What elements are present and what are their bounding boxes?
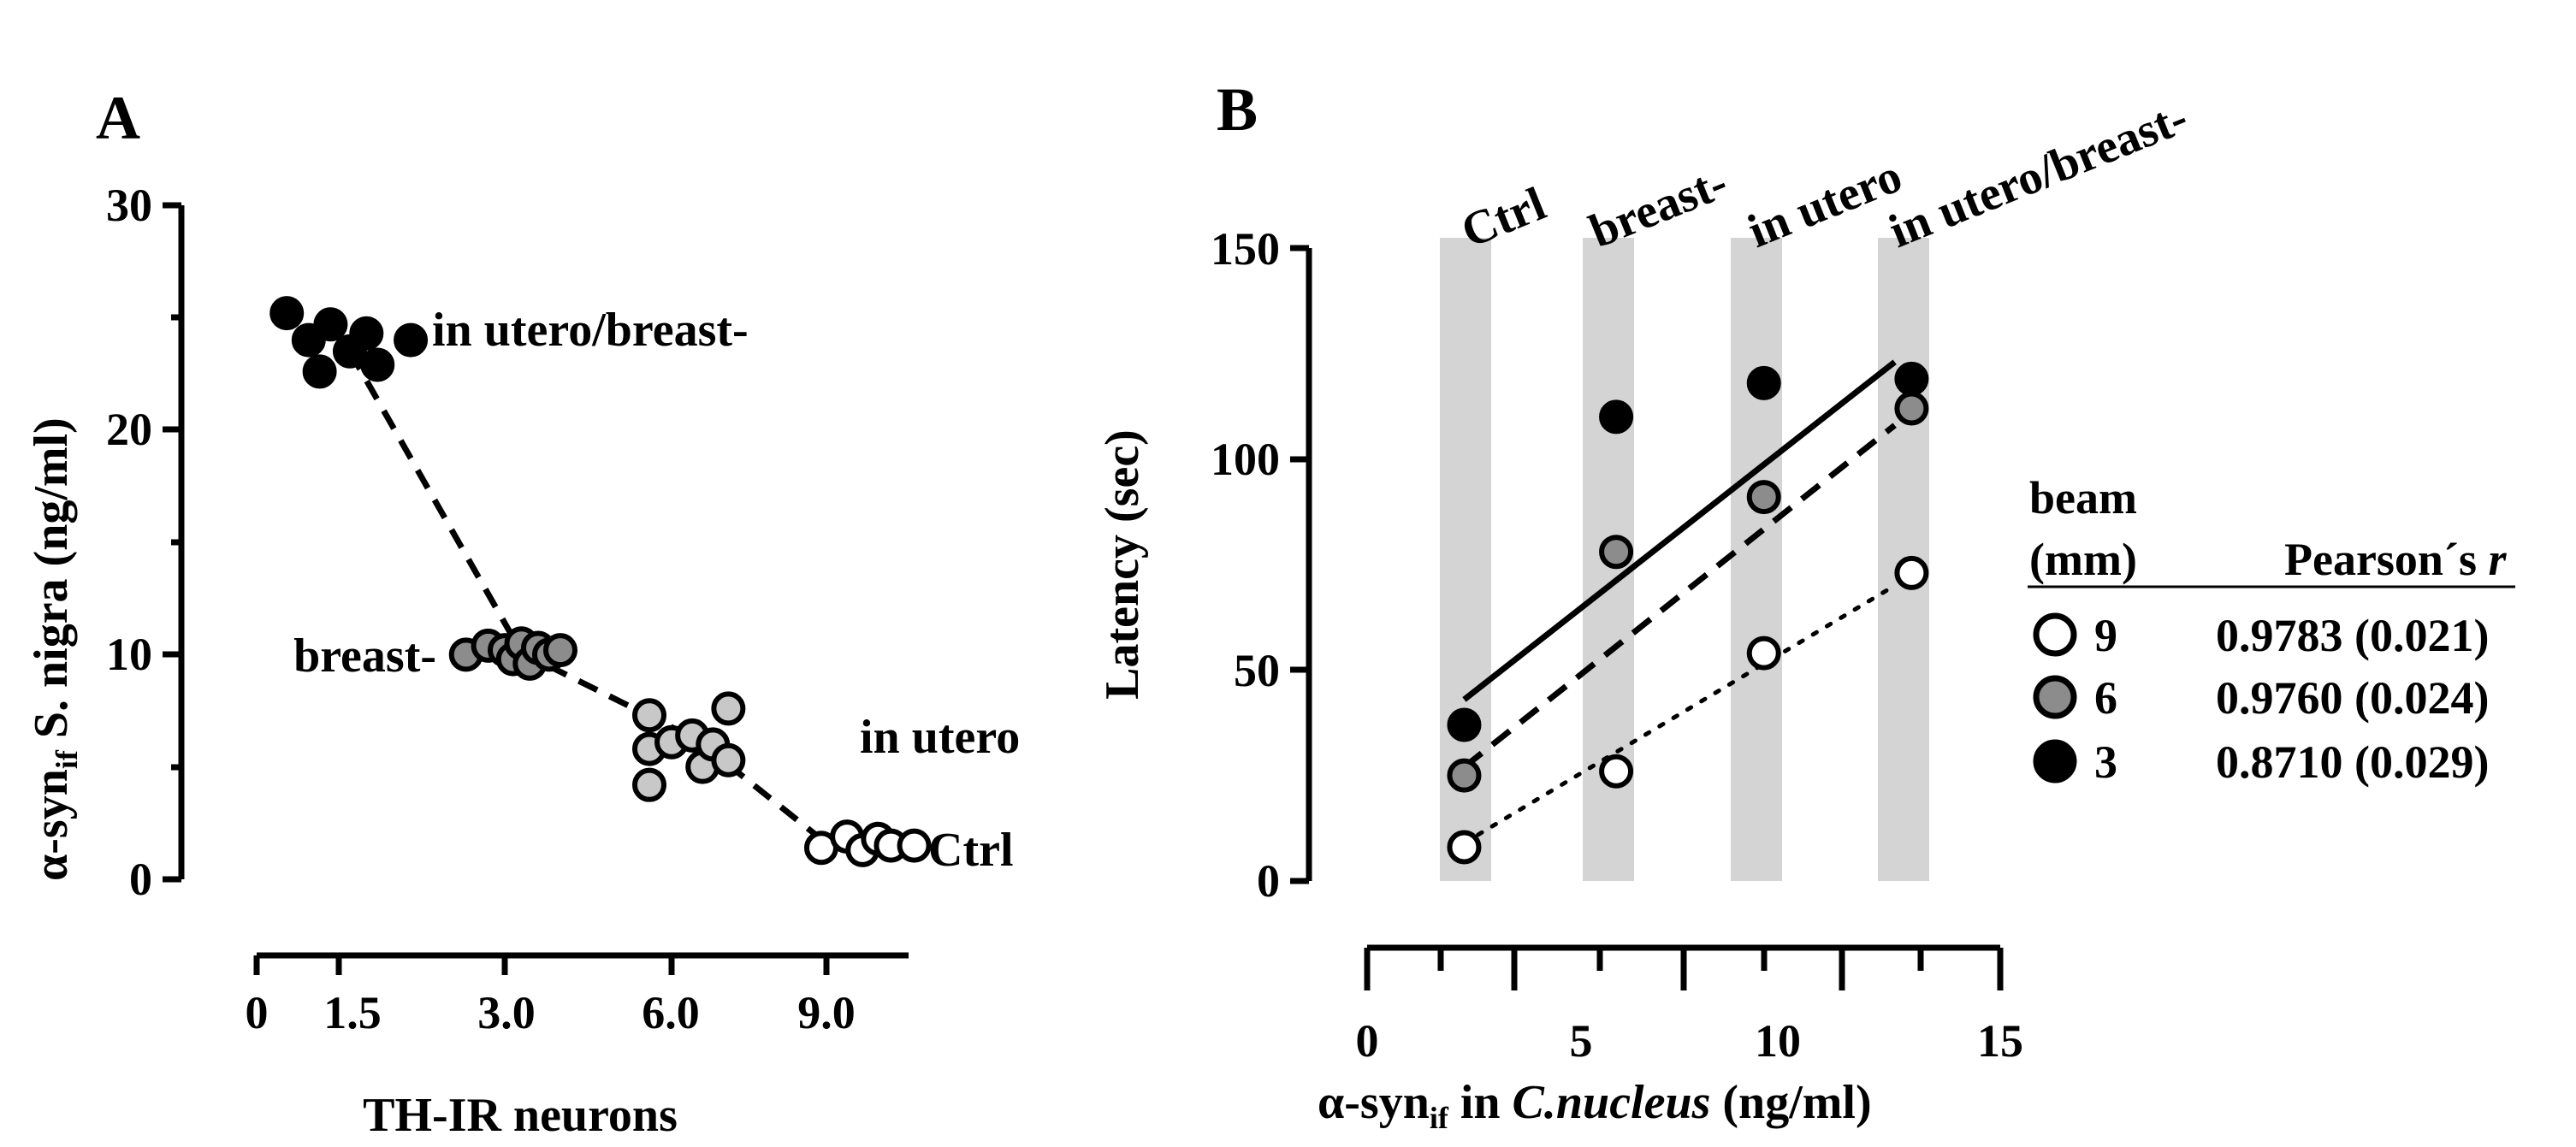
data-point-in-utero [632, 698, 666, 733]
data-point-beam-6 [1447, 758, 1482, 793]
data-point-in-utero-breast [313, 307, 348, 342]
data-point-in-utero-breast [269, 296, 305, 331]
data-point-beam-9 [1746, 636, 1781, 671]
panel-b-y-tick-label: 150 [1211, 223, 1280, 275]
legend-title-beam: beam [2029, 472, 2137, 523]
panel-a-y-tick-label: 0 [129, 854, 152, 905]
fit-line-beam-6 [1462, 423, 1897, 770]
panel-a-y-tick-label: 30 [106, 180, 152, 231]
fit-line-beam-3 [1462, 359, 1897, 702]
legend-header-pre: Pearson´s [2284, 534, 2488, 585]
panel-a-y-axis-title: α-synif S. nigra (ng/ml) [25, 417, 84, 881]
legend-beam-3: 3 [2094, 736, 2117, 788]
legend-pearson-3: 0.8710 (0.029) [2216, 736, 2489, 788]
legend-header-pearson: Pearson´s r [2284, 534, 2507, 585]
panel-a-trend-line [346, 350, 829, 846]
panel-b: B Ctrl breast- in utero in utero/breast-… [1096, 75, 2515, 1135]
data-point-beam-3 [1447, 707, 1482, 742]
panel-a-x-tick-label: 6.0 [642, 987, 700, 1038]
group-label-breast: breast- [293, 630, 436, 683]
legend: beam (mm) Pearson´s r 9 0.9783 (0.021) 6… [2028, 472, 2515, 788]
data-point-beam-6 [1746, 480, 1781, 515]
group-label-ctrl: Ctrl [928, 824, 1014, 877]
panel-b-x-title-post: (ng/ml) [1710, 1076, 1871, 1129]
panel-b-x-title-sub: if [1430, 1101, 1449, 1135]
legend-marker-beam-3 [2033, 739, 2077, 783]
panel-a-points-layer [269, 296, 932, 867]
panel-a-y-tick-label: 10 [106, 629, 152, 680]
panel-a-y-title-rest: S. nigra (ng/ml) [25, 417, 78, 750]
column-label-in-utero-breast: in utero/breast- [1882, 91, 2195, 258]
data-point-in-utero-breast [302, 354, 337, 389]
data-point-breast [543, 633, 577, 668]
panel-b-points-layer [1447, 361, 1929, 865]
data-point-in-utero [711, 742, 746, 777]
data-point-in-utero-breast [394, 322, 429, 358]
panel-a-y-title-sub: if [50, 749, 84, 769]
data-point-in-utero-breast [349, 316, 384, 351]
panel-a: A 30 20 10 0 α-synif S. nigra (ng/ml) 0 … [25, 84, 1020, 1142]
group-label-in-utero: in utero [860, 711, 1020, 764]
panel-a-x-tick-label: 1.5 [323, 987, 382, 1038]
data-point-in-utero [711, 691, 746, 726]
panel-a-x-tick-label: 0 [246, 987, 269, 1038]
legend-title-mm: (mm) [2029, 534, 2137, 585]
panel-a-x-axis-title: TH-IR neurons [363, 1089, 678, 1142]
legend-marker-beam-6 [2033, 675, 2077, 719]
panel-b-x-title-pre: α-syn [1318, 1076, 1430, 1129]
fit-line-beam-9 [1461, 583, 1898, 846]
legend-pearson-6: 0.9760 (0.024) [2216, 672, 2489, 724]
panel-a-y-tick-label: 20 [106, 404, 152, 455]
data-point-beam-6 [1894, 391, 1929, 426]
panel-a-x-tick-label: 9.0 [797, 987, 856, 1038]
group-label-in-utero-breast: in utero/breast- [432, 304, 749, 357]
legend-marker-beam-9 [2033, 612, 2077, 657]
panel-b-x-tick-label: 15 [1977, 1015, 2023, 1067]
data-point-beam-3 [1746, 365, 1781, 400]
panel-b-x-tick-label: 0 [1356, 1015, 1379, 1067]
data-point-in-utero [632, 767, 666, 802]
panel-a-trend-layer [346, 350, 829, 846]
data-point-ctrl [897, 828, 932, 863]
panel-a-label: A [96, 84, 140, 152]
panel-b-x-axis-title: α-synif in C.nucleus (ng/ml) [1318, 1076, 1872, 1135]
legend-beam-9: 9 [2094, 610, 2117, 661]
panel-a-y-title-main: α-syn [25, 769, 78, 881]
data-point-beam-3 [1894, 361, 1929, 396]
legend-beam-6: 6 [2094, 672, 2117, 724]
legend-pearson-9: 0.9783 (0.021) [2216, 610, 2489, 661]
panel-b-y-tick-label: 0 [1257, 855, 1280, 907]
data-point-beam-6 [1599, 535, 1634, 570]
column-label-ctrl: Ctrl [1454, 177, 1553, 258]
data-point-beam-9 [1447, 830, 1482, 865]
panel-b-label: B [1217, 75, 1258, 144]
panel-b-y-tick-label: 50 [1234, 645, 1280, 696]
panel-b-x-title-mid: in [1448, 1076, 1513, 1129]
data-point-beam-3 [1599, 399, 1634, 435]
column-label-breast: breast- [1583, 156, 1735, 258]
column-band [1731, 238, 1782, 881]
legend-header-italic: r [2488, 534, 2507, 585]
panel-a-x-tick-label: 3.0 [477, 987, 536, 1038]
data-point-in-utero-breast [360, 347, 395, 382]
panel-b-y-tick-label: 100 [1211, 434, 1280, 485]
panel-b-fit-lines-layer [1461, 359, 1898, 846]
panel-b-x-tick-label: 10 [1755, 1015, 1801, 1067]
data-point-beam-9 [1599, 754, 1634, 789]
panel-b-x-title-italic: C.nucleus [1513, 1076, 1711, 1129]
panel-b-y-axis-title: Latency (sec) [1096, 429, 1149, 700]
data-point-beam-9 [1894, 555, 1929, 590]
panel-b-x-tick-label: 5 [1570, 1015, 1593, 1067]
